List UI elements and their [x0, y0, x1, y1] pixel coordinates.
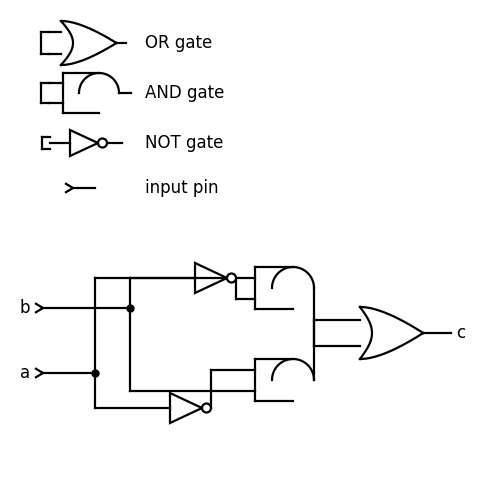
- Circle shape: [202, 403, 211, 412]
- Text: input pin: input pin: [145, 179, 219, 197]
- Text: OR gate: OR gate: [145, 34, 212, 52]
- Text: c: c: [456, 324, 466, 342]
- Circle shape: [98, 139, 107, 147]
- Text: NOT gate: NOT gate: [145, 134, 224, 152]
- Text: a: a: [20, 364, 30, 382]
- Circle shape: [227, 273, 236, 283]
- Text: AND gate: AND gate: [145, 84, 225, 102]
- Text: b: b: [19, 299, 30, 317]
